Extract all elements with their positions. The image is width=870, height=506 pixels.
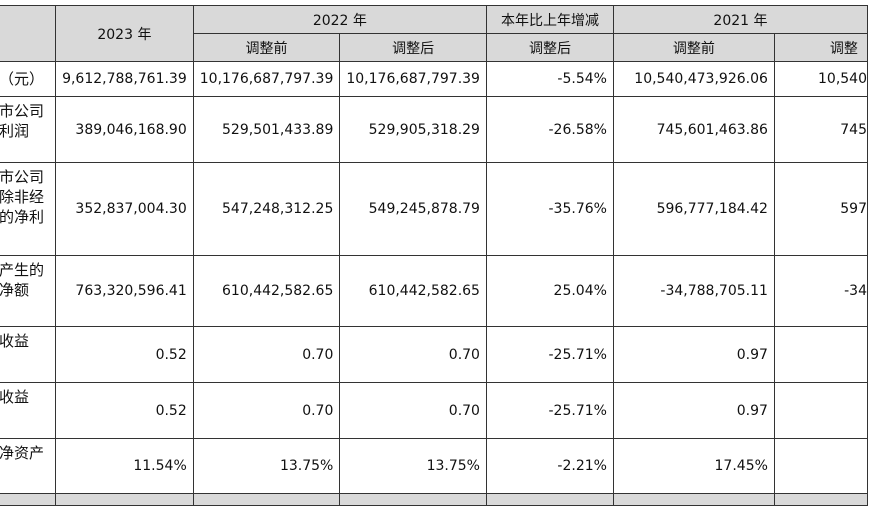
value-2022-after: 610,442,582.65 bbox=[339, 255, 487, 327]
value-2023: 0.52 bbox=[55, 382, 194, 439]
value-2022-before: 529,501,433.89 bbox=[192, 96, 341, 163]
value-yoy: 25.04% bbox=[485, 255, 614, 327]
financial-summary-table: 2023 年 2022 年 本年比上年增减 2021 年 调整前 调整后 调整后… bbox=[0, 5, 869, 506]
value-2022-after: 10,176,687,797.39 bbox=[339, 61, 487, 97]
table-row: 市公司 利润 389,046,168.90 529,501,433.89 529,905… bbox=[0, 96, 869, 163]
value-2021-before: -34,788,705.11 bbox=[612, 255, 775, 327]
value-2021-before: 0.97 bbox=[612, 382, 775, 439]
value-2021-before: 596,777,184.42 bbox=[612, 162, 775, 256]
value-2022-before: 13.75% bbox=[192, 438, 341, 494]
value-2022-before: 0.70 bbox=[192, 326, 341, 383]
value-2021-after bbox=[773, 382, 869, 439]
partial-cell bbox=[612, 493, 775, 506]
value-2022-before: 10,176,687,797.39 bbox=[192, 61, 341, 97]
value-2022-after: 0.70 bbox=[339, 382, 487, 439]
header-blank bbox=[0, 5, 57, 62]
value-2023: 9,612,788,761.39 bbox=[55, 61, 194, 97]
table-row: 产生的 净额 763,320,596.41 610,442,582.65 610,442… bbox=[0, 255, 869, 327]
value-2021-after bbox=[773, 326, 869, 383]
row-label: （元） bbox=[0, 61, 57, 97]
row-label: 收益 bbox=[0, 382, 57, 439]
partial-cell bbox=[339, 493, 487, 506]
header-yoy-after: 调整后 bbox=[485, 33, 614, 62]
value-2021-after bbox=[773, 438, 869, 494]
value-2023: 389,046,168.90 bbox=[55, 96, 194, 163]
header-2022: 2022 年 bbox=[192, 5, 487, 34]
value-yoy: -5.54% bbox=[485, 61, 614, 97]
header-2021-after: 调整 bbox=[773, 33, 869, 62]
value-2022-before: 0.70 bbox=[192, 382, 341, 439]
table-row: 市公司 除非经 的净利 352,837,004.30 547,248,312.25 549… bbox=[0, 162, 869, 256]
table-row: （元） 9,612,788,761.39 10,176,687,797.39 10,1… bbox=[0, 61, 869, 97]
value-2021-after: 745 bbox=[773, 96, 869, 163]
partial-cell bbox=[773, 493, 869, 506]
value-2022-before: 547,248,312.25 bbox=[192, 162, 341, 256]
table-row: 收益 0.52 0.70 0.70 -25.71% 0.97 bbox=[0, 326, 869, 383]
value-2022-before: 610,442,582.65 bbox=[192, 255, 341, 327]
header-2021: 2021 年 bbox=[612, 5, 869, 34]
value-2023: 0.52 bbox=[55, 326, 194, 383]
value-2021-before: 0.97 bbox=[612, 326, 775, 383]
header-2021-before: 调整前 bbox=[612, 33, 775, 62]
table-row: 净资产 11.54% 13.75% 13.75% -2.21% 17.45% bbox=[0, 438, 869, 494]
partial-cell bbox=[192, 493, 341, 506]
row-label: 市公司 利润 bbox=[0, 96, 57, 163]
value-2022-after: 13.75% bbox=[339, 438, 487, 494]
row-label: 市公司 除非经 的净利 bbox=[0, 162, 57, 256]
value-2022-after: 0.70 bbox=[339, 326, 487, 383]
value-2021-before: 10,540,473,926.06 bbox=[612, 61, 775, 97]
value-yoy: -25.71% bbox=[485, 326, 614, 383]
value-2023: 11.54% bbox=[55, 438, 194, 494]
table-row-partial bbox=[0, 493, 869, 506]
partial-cell bbox=[0, 493, 57, 506]
value-2022-after: 549,245,878.79 bbox=[339, 162, 487, 256]
table-row: 收益 0.52 0.70 0.70 -25.71% 0.97 bbox=[0, 382, 869, 439]
header-2022-before: 调整前 bbox=[192, 33, 341, 62]
value-2021-before: 745,601,463.86 bbox=[612, 96, 775, 163]
value-2022-after: 529,905,318.29 bbox=[339, 96, 487, 163]
value-2023: 352,837,004.30 bbox=[55, 162, 194, 256]
value-2021-after: 10,540 bbox=[773, 61, 869, 97]
row-label: 收益 bbox=[0, 326, 57, 383]
header-2022-after: 调整后 bbox=[339, 33, 487, 62]
row-label: 产生的 净额 bbox=[0, 255, 57, 327]
partial-cell bbox=[485, 493, 614, 506]
row-label: 净资产 bbox=[0, 438, 57, 494]
value-yoy: -2.21% bbox=[485, 438, 614, 494]
value-yoy: -26.58% bbox=[485, 96, 614, 163]
value-2021-before: 17.45% bbox=[612, 438, 775, 494]
value-2021-after: 597 bbox=[773, 162, 869, 256]
header-2023: 2023 年 bbox=[55, 5, 194, 62]
value-2023: 763,320,596.41 bbox=[55, 255, 194, 327]
partial-cell bbox=[55, 493, 194, 506]
value-yoy: -35.76% bbox=[485, 162, 614, 256]
value-yoy: -25.71% bbox=[485, 382, 614, 439]
value-2021-after: -34 bbox=[773, 255, 869, 327]
header-yoy: 本年比上年增减 bbox=[485, 5, 614, 34]
